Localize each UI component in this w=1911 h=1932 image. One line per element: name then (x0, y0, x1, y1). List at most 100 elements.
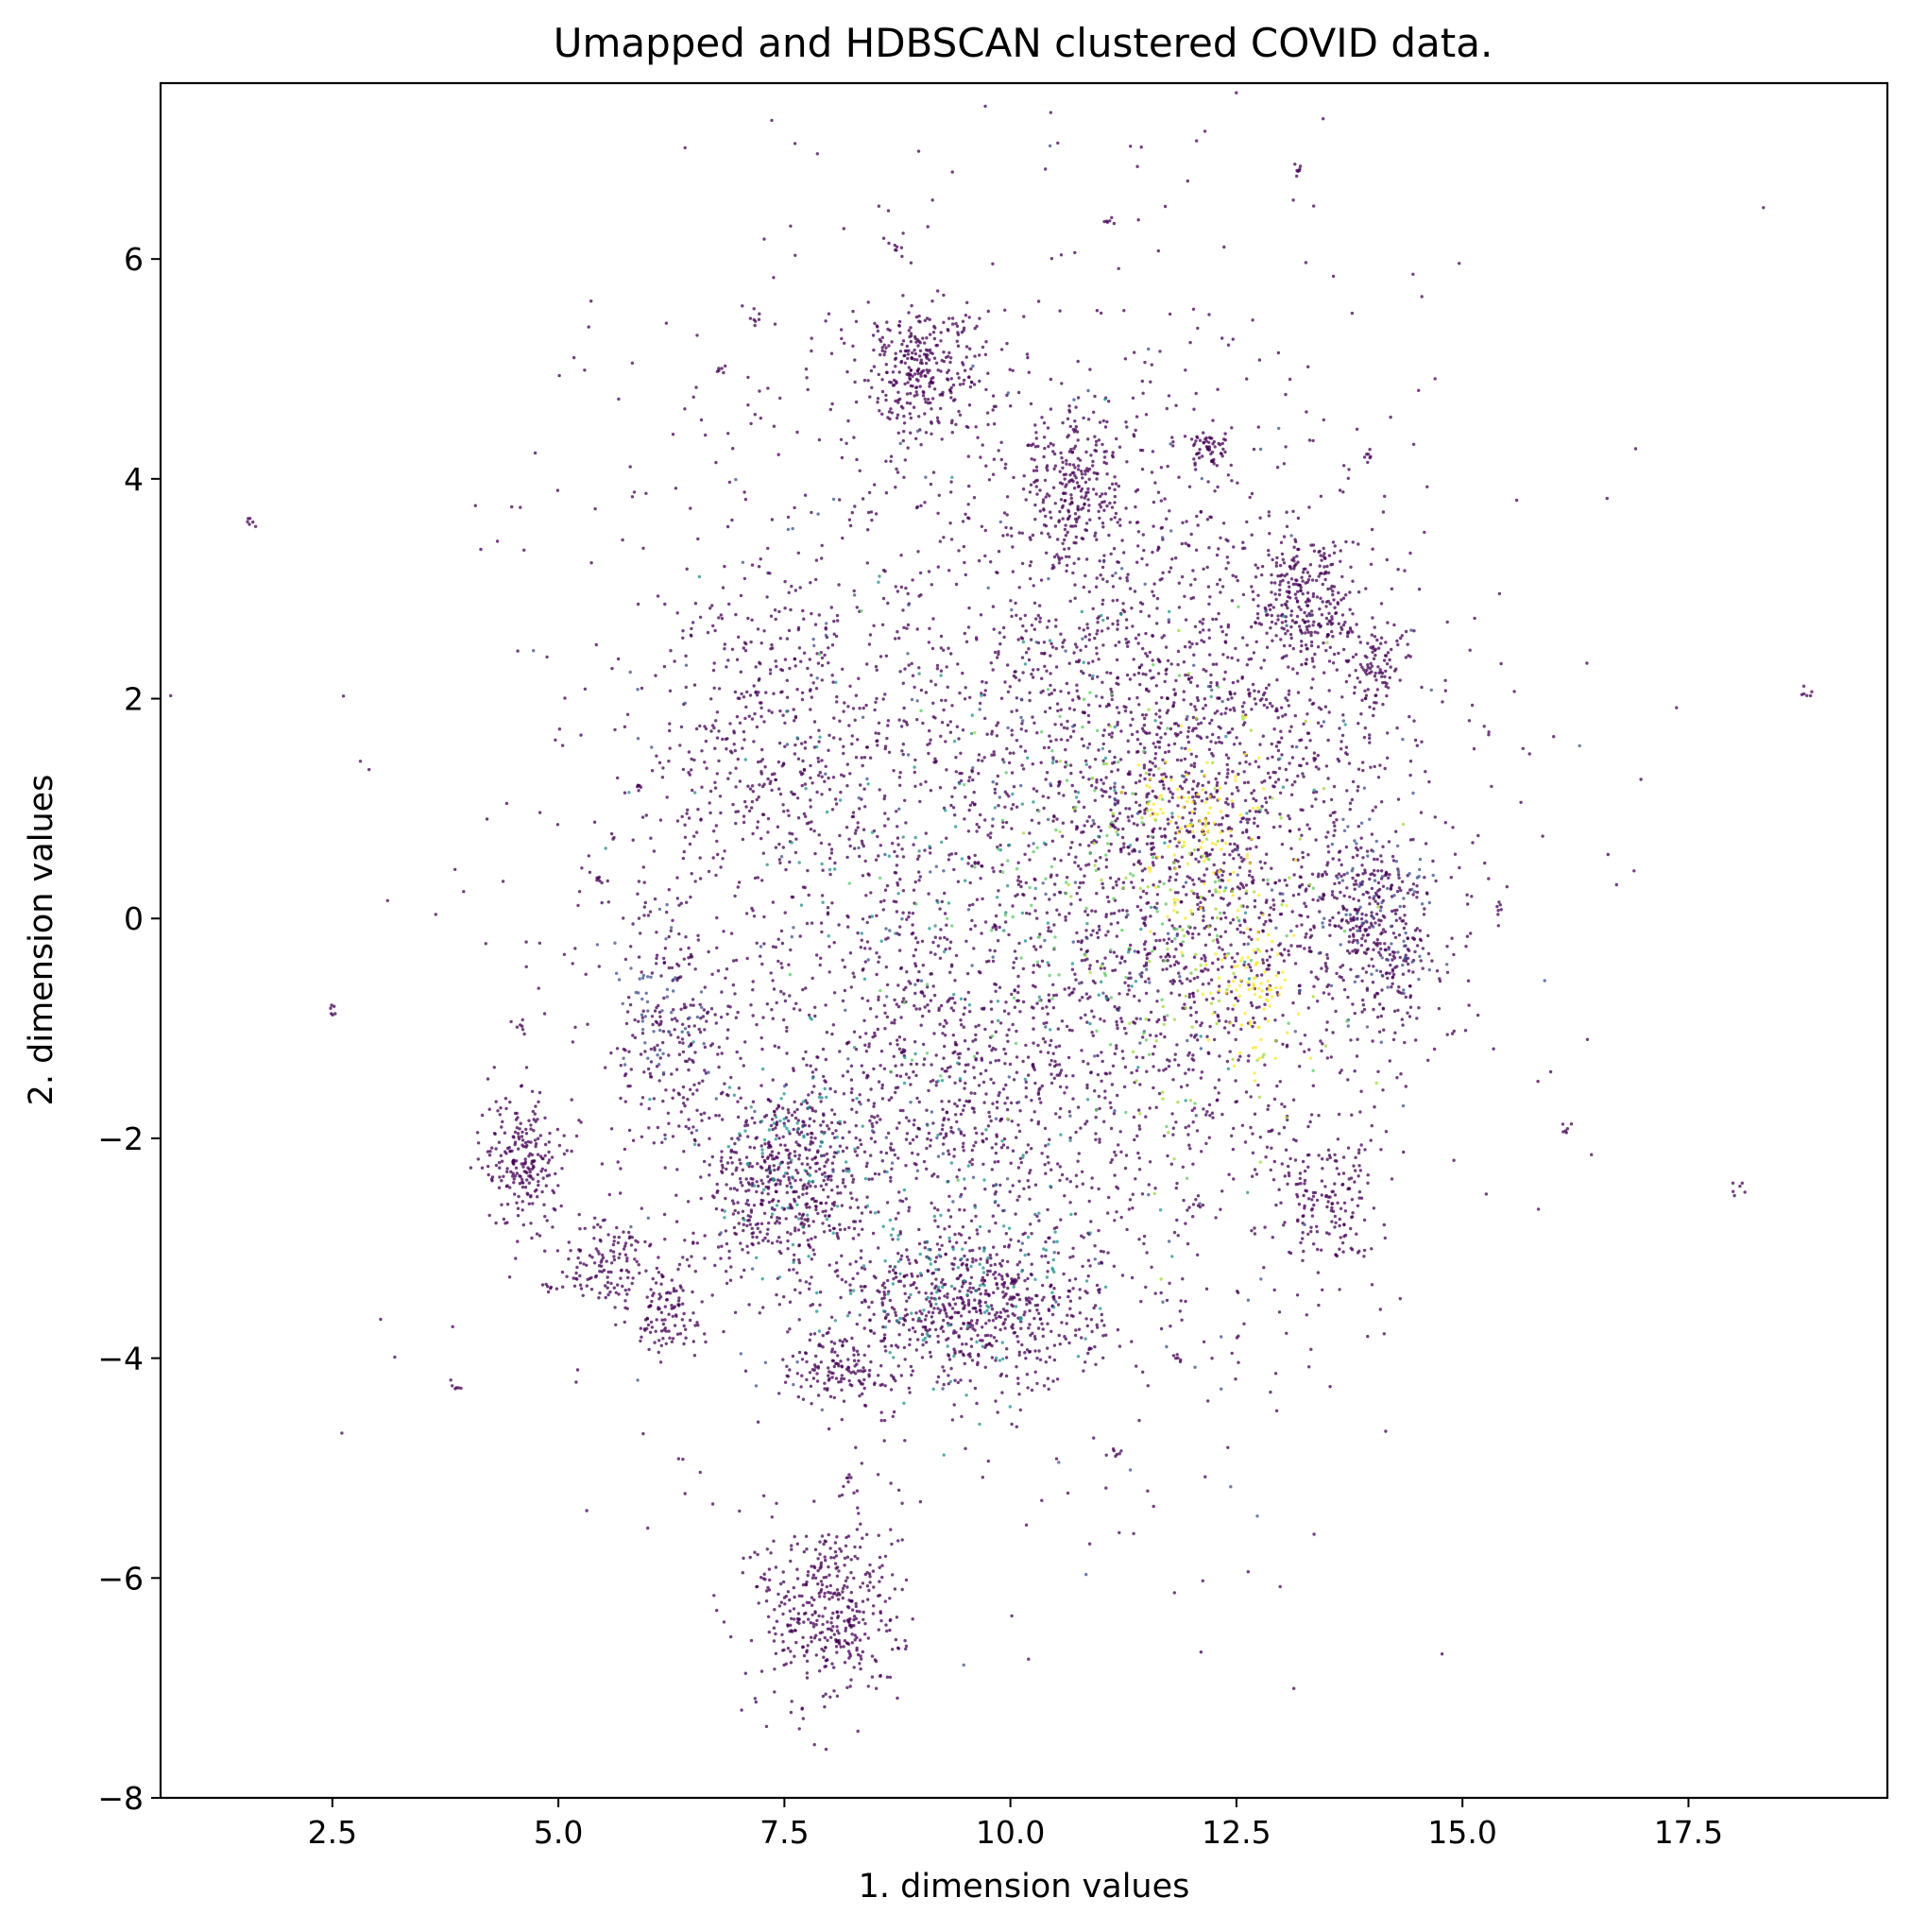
data-point (903, 1319, 907, 1323)
data-point (1036, 668, 1040, 672)
data-point (1335, 668, 1339, 672)
data-point (1021, 966, 1026, 971)
data-point (891, 842, 895, 846)
data-point (963, 697, 967, 701)
data-point (1073, 419, 1077, 423)
data-point (677, 1124, 681, 1128)
data-point (1362, 735, 1367, 740)
data-point (1002, 635, 1006, 640)
data-point (1126, 815, 1131, 819)
data-point (1158, 938, 1162, 943)
data-point (844, 1280, 848, 1284)
data-point (1381, 510, 1386, 514)
data-point (1295, 672, 1300, 675)
data-point (1028, 564, 1032, 568)
data-point (997, 1204, 1000, 1207)
data-point (1024, 1357, 1028, 1360)
data-point (1288, 729, 1292, 733)
data-point (1250, 533, 1254, 537)
data-point (810, 1157, 814, 1161)
data-point (613, 727, 617, 732)
data-point (837, 1569, 841, 1573)
data-point (1021, 1232, 1025, 1237)
data-point (1285, 1043, 1289, 1048)
data-point (1217, 1091, 1220, 1095)
data-point (857, 1512, 861, 1515)
data-point (809, 805, 812, 809)
data-point (810, 1131, 813, 1136)
data-point (947, 569, 951, 573)
data-point (1443, 678, 1447, 682)
data-point (1016, 999, 1020, 1002)
data-point (975, 638, 979, 641)
data-point (739, 1096, 742, 1101)
data-point (828, 1597, 831, 1601)
data-point (807, 893, 810, 898)
data-point (1123, 792, 1128, 795)
data-point (767, 1221, 771, 1225)
data-point (1015, 696, 1019, 700)
data-point (1289, 846, 1293, 850)
data-point (1196, 722, 1201, 726)
data-point (778, 1179, 782, 1183)
data-point (993, 787, 998, 792)
data-point (1085, 913, 1090, 917)
data-point (1117, 877, 1121, 881)
data-point (902, 1345, 907, 1350)
data-point (951, 1051, 955, 1055)
data-point (1319, 1039, 1322, 1043)
data-point (1233, 842, 1237, 846)
data-point (1281, 557, 1286, 561)
data-point (679, 1110, 683, 1114)
data-point (760, 879, 764, 882)
data-point (631, 838, 635, 842)
data-point (983, 554, 987, 558)
data-point (691, 1231, 695, 1236)
data-point (579, 733, 583, 737)
data-point (1202, 1107, 1205, 1111)
data-point (1043, 1040, 1048, 1044)
data-point (966, 990, 970, 995)
data-point (907, 329, 911, 333)
data-point (1054, 1457, 1059, 1461)
data-point (794, 1169, 798, 1172)
data-point (1049, 407, 1053, 411)
data-point (953, 1378, 957, 1382)
data-point (662, 956, 666, 961)
data-point (1282, 959, 1287, 963)
data-point (1284, 392, 1288, 397)
data-point (790, 1544, 793, 1547)
data-point (858, 807, 862, 811)
data-point (1358, 680, 1362, 684)
data-point (1443, 821, 1448, 825)
data-point (533, 1138, 537, 1142)
data-point (1263, 1002, 1267, 1006)
data-point (847, 1606, 851, 1610)
data-point (935, 1380, 939, 1384)
data-point (764, 1599, 769, 1603)
data-point (1086, 1258, 1091, 1262)
data-point (1360, 863, 1364, 867)
data-point (1162, 1134, 1167, 1138)
data-point (1093, 394, 1097, 399)
data-point (1239, 856, 1243, 860)
data-point (1095, 1323, 1099, 1327)
data-point (1254, 1005, 1259, 1010)
data-point (1184, 673, 1187, 677)
data-point (968, 1286, 972, 1291)
data-point (774, 1189, 778, 1193)
data-point (745, 1199, 750, 1203)
data-point (1125, 460, 1129, 464)
data-point (1191, 1068, 1195, 1072)
data-point (1016, 1240, 1021, 1243)
data-point (792, 1127, 795, 1132)
data-point (946, 1066, 950, 1070)
data-point (777, 1392, 781, 1395)
data-point (977, 759, 981, 762)
data-point (779, 929, 784, 933)
data-point (611, 837, 615, 841)
data-point (1246, 688, 1251, 692)
data-point (1110, 697, 1115, 702)
data-point (830, 901, 834, 905)
data-point (1505, 884, 1510, 889)
